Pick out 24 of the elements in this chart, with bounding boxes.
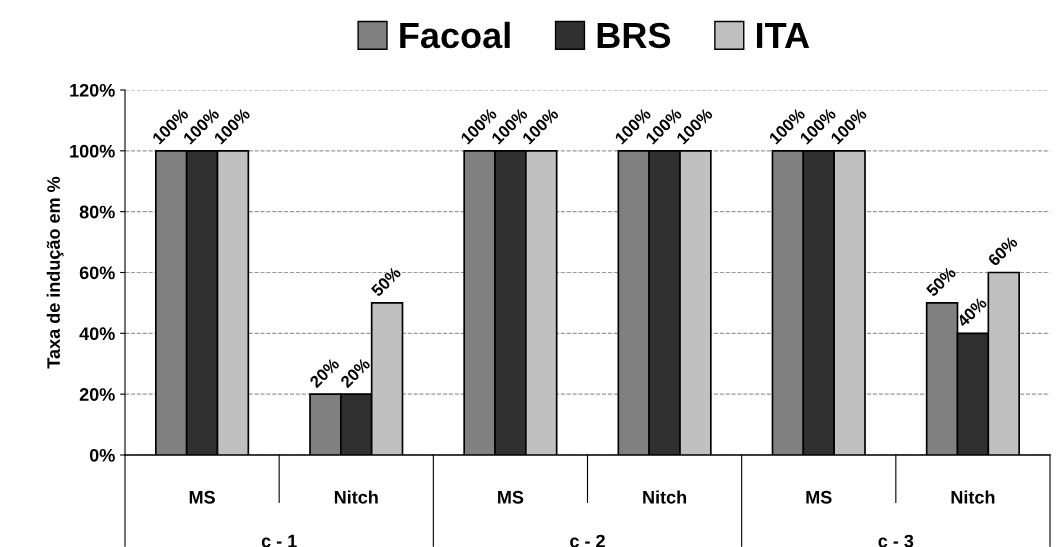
x-tick-label: Nitch (643, 490, 687, 504)
y-axis-title: Taxa de indução em % (46, 176, 64, 369)
legend-label: BRS (597, 22, 671, 49)
text: 50% (370, 265, 402, 298)
x-tick-label: Nitch (334, 490, 378, 504)
x-tick-label: Nitch (951, 490, 995, 504)
y-tick-label: 0% (89, 448, 115, 462)
y-tick-label: 20% (79, 388, 115, 401)
x-tick-label: MS (806, 490, 832, 504)
legend-label: Facoal (400, 21, 510, 49)
text: c - 3 (878, 534, 914, 547)
text: 60% (987, 235, 1019, 267)
x-tick-label: MS (498, 490, 524, 504)
legend-label: ITA (757, 23, 810, 48)
y-tick-label: 60% (79, 266, 115, 280)
y-tick-label: 80% (79, 205, 115, 219)
text: c - 2 (570, 534, 605, 547)
text: c - 1 (261, 534, 297, 547)
y-tick-label: 100% (70, 144, 115, 158)
text: 50% (925, 265, 957, 298)
y-tick-label: 120% (70, 83, 115, 97)
x-tick-label: MS (189, 490, 215, 504)
y-tick-label: 40% (79, 327, 115, 341)
text: 40% (956, 296, 988, 328)
